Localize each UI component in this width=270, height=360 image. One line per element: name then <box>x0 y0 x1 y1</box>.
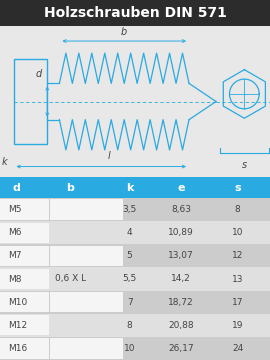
Text: 17: 17 <box>232 298 243 307</box>
Bar <box>0 198 270 221</box>
Bar <box>0 315 49 336</box>
Text: 10: 10 <box>124 344 135 353</box>
Text: d: d <box>36 69 42 79</box>
Text: b: b <box>121 27 127 37</box>
Bar <box>0 246 49 266</box>
Bar <box>0 244 270 267</box>
Bar <box>0 0 270 26</box>
Text: k: k <box>1 157 7 167</box>
Bar <box>50 292 123 312</box>
Bar <box>0 292 49 312</box>
Bar <box>0 177 270 198</box>
Bar <box>50 338 123 359</box>
Text: d: d <box>12 183 20 193</box>
Text: l: l <box>108 151 111 161</box>
Text: b: b <box>66 183 74 193</box>
Bar <box>0 291 270 314</box>
Bar <box>0 314 270 337</box>
Text: 8,63: 8,63 <box>171 205 191 214</box>
Text: M7: M7 <box>8 251 22 260</box>
Text: s: s <box>234 183 241 193</box>
Text: Holzschrauben DIN 571: Holzschrauben DIN 571 <box>43 6 227 20</box>
Text: 8: 8 <box>235 205 241 214</box>
Bar <box>50 199 123 220</box>
Text: 12: 12 <box>232 251 243 260</box>
Bar <box>0 26 270 177</box>
Text: M8: M8 <box>8 275 22 284</box>
Text: M12: M12 <box>8 321 27 330</box>
Bar <box>0 222 49 243</box>
Text: 26,17: 26,17 <box>168 344 194 353</box>
Text: M10: M10 <box>8 298 27 307</box>
Text: M16: M16 <box>8 344 27 353</box>
Text: 13: 13 <box>232 275 243 284</box>
Text: 19: 19 <box>232 321 243 330</box>
Text: 24: 24 <box>232 344 243 353</box>
Bar <box>0 337 270 360</box>
Text: 4: 4 <box>127 228 132 237</box>
Text: s: s <box>242 160 247 170</box>
Bar <box>50 246 123 266</box>
Bar <box>0 199 49 220</box>
Text: 10,89: 10,89 <box>168 228 194 237</box>
Text: 13,07: 13,07 <box>168 251 194 260</box>
Text: 18,72: 18,72 <box>168 298 194 307</box>
Text: 5,5: 5,5 <box>123 275 137 284</box>
Text: k: k <box>126 183 133 193</box>
Text: 0,6 X L: 0,6 X L <box>55 275 86 284</box>
Text: 5: 5 <box>127 251 133 260</box>
Text: 20,88: 20,88 <box>168 321 194 330</box>
Bar <box>0 221 270 244</box>
Text: 7: 7 <box>127 298 133 307</box>
Text: M5: M5 <box>8 205 22 214</box>
Text: M6: M6 <box>8 228 22 237</box>
Bar <box>0 267 270 291</box>
Text: 8: 8 <box>127 321 133 330</box>
Text: 14,2: 14,2 <box>171 275 191 284</box>
Text: 3,5: 3,5 <box>123 205 137 214</box>
Bar <box>0 269 49 289</box>
Text: e: e <box>177 183 185 193</box>
Text: 10: 10 <box>232 228 243 237</box>
Bar <box>0 338 49 359</box>
